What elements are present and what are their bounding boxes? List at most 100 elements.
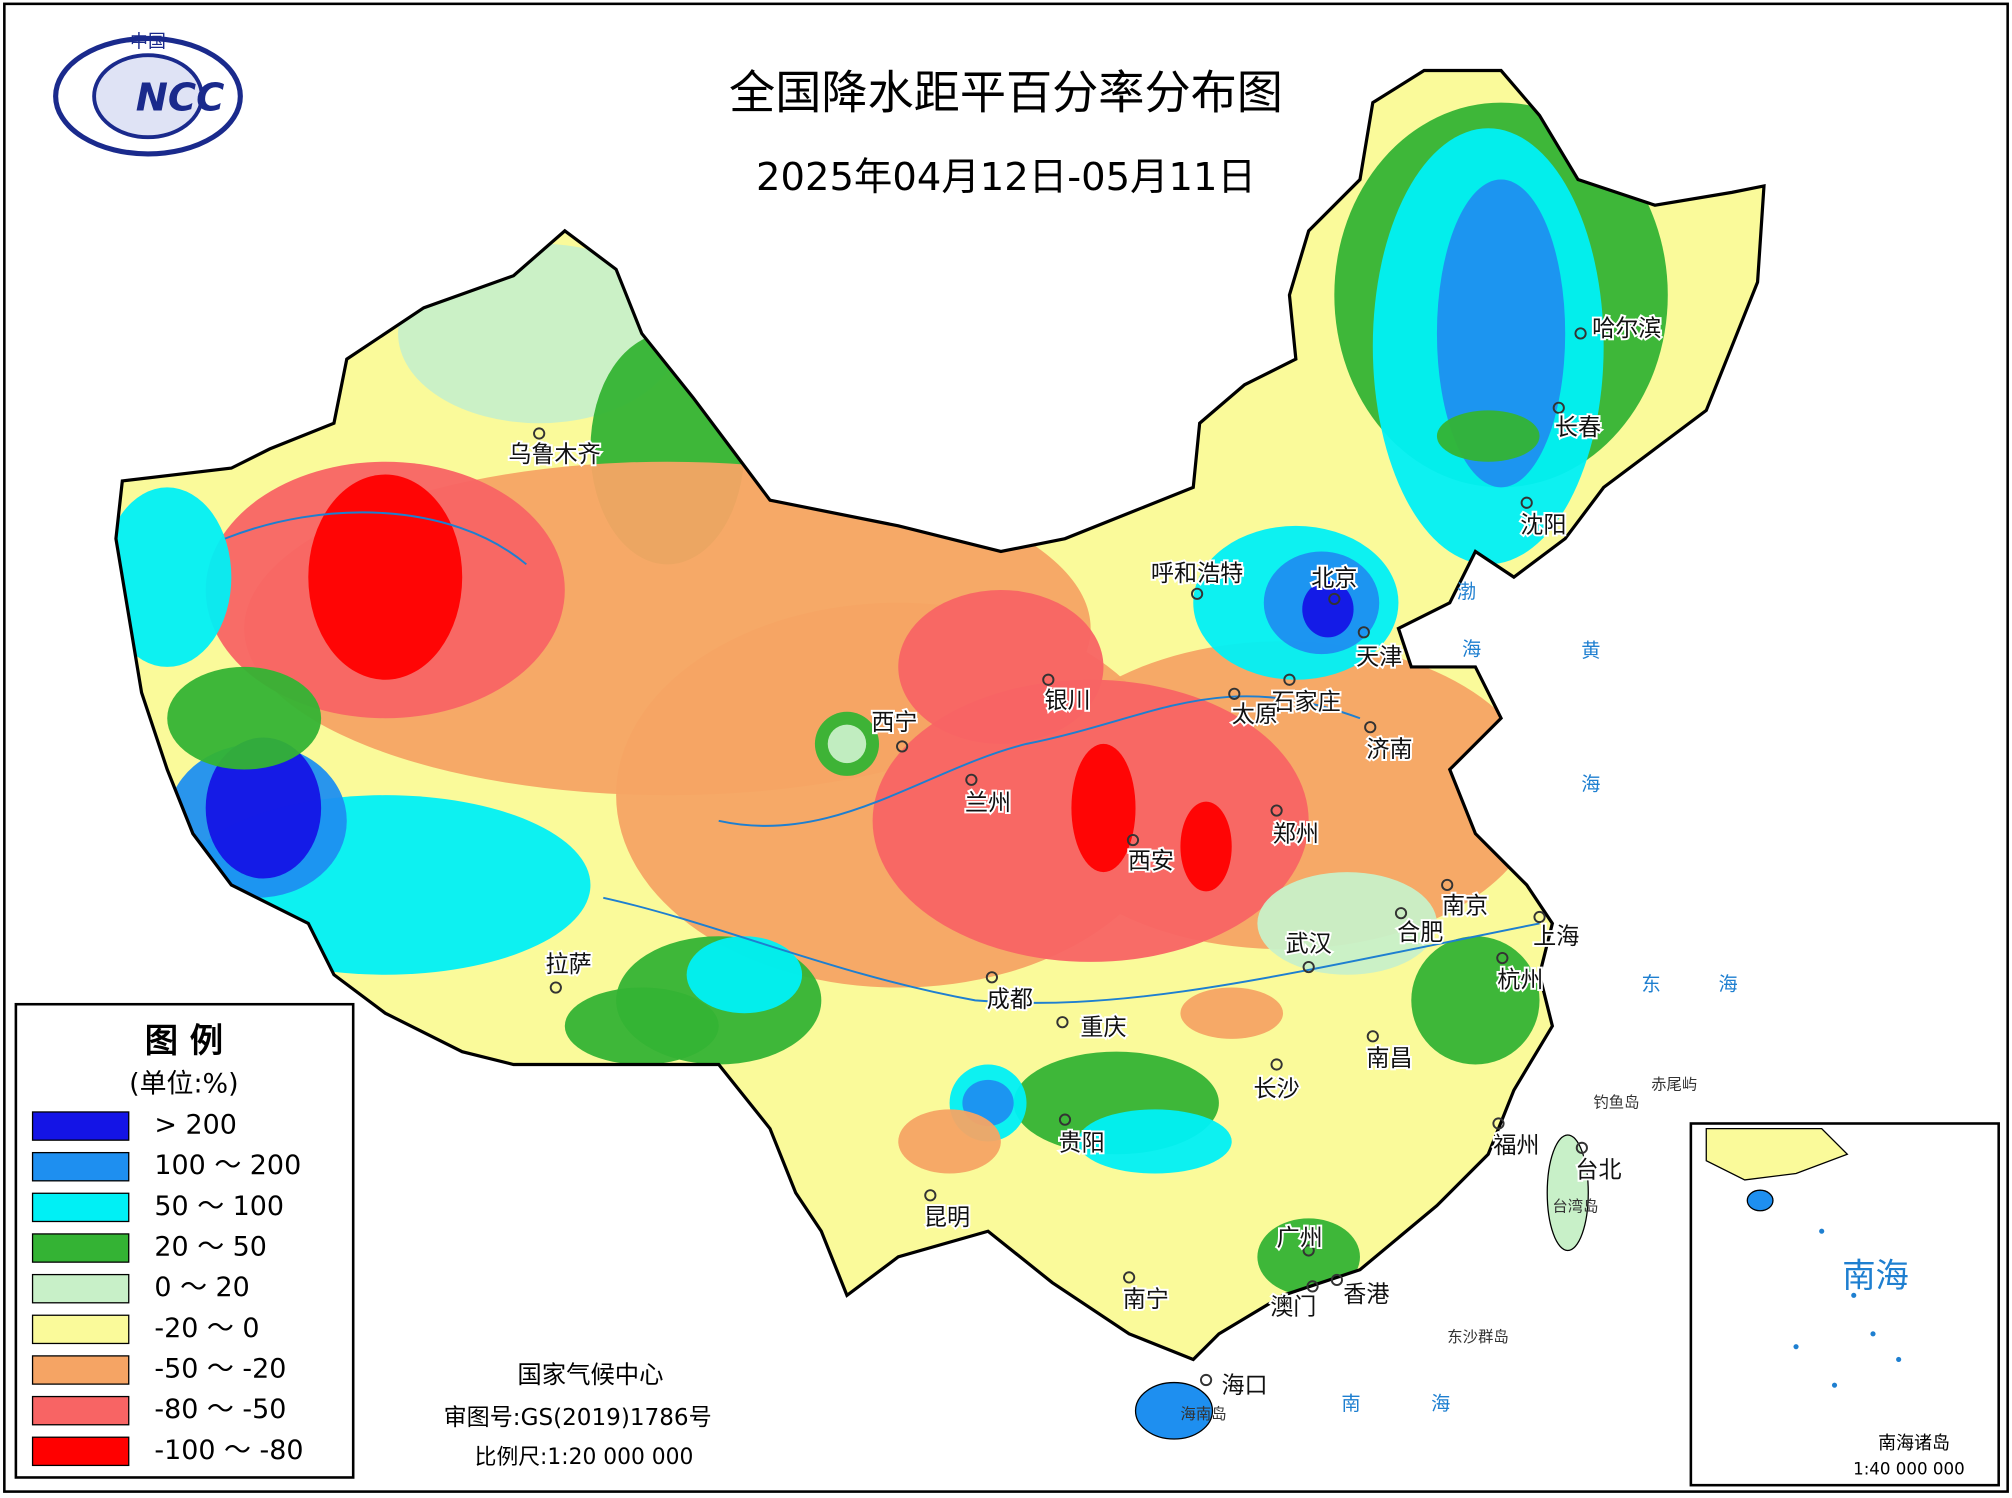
city-label: 拉萨: [546, 952, 592, 978]
city-label: 合肥: [1397, 920, 1443, 946]
precip-zone: [1180, 987, 1284, 1039]
city-marker: [1366, 1030, 1379, 1043]
legend-swatch: [31, 1355, 130, 1385]
footer-scale: 比例尺:1:20 000 000: [475, 1445, 694, 1470]
legend-label: > 200: [154, 1110, 237, 1141]
island-hainan: [1134, 1381, 1214, 1440]
precip-zone: [564, 987, 719, 1065]
city-marker: [1058, 1113, 1072, 1126]
island-label: 东沙群岛: [1447, 1328, 1508, 1346]
city-marker: [1270, 804, 1283, 817]
city-label: 呼和浩特: [1151, 561, 1243, 587]
legend-label: -20 ～ 0: [154, 1313, 259, 1344]
city-marker: [1441, 878, 1454, 892]
island-label: 钓鱼岛: [1593, 1093, 1639, 1111]
inset-scale: 1:40 000 000: [1853, 1459, 1965, 1478]
precip-zone: [308, 474, 463, 680]
precip-zone: [1436, 179, 1566, 488]
city-label: 南昌: [1366, 1046, 1412, 1072]
city-label: 郑州: [1273, 821, 1319, 847]
sea-label: 渤: [1457, 580, 1476, 603]
legend-label: 50 ～ 100: [154, 1191, 284, 1222]
legend-title: 图 例: [145, 1021, 223, 1060]
city-label: 哈尔滨: [1592, 316, 1661, 342]
footer-org: 国家气候中心: [517, 1360, 663, 1389]
precip-zone: [1071, 743, 1136, 873]
legend-swatch: [31, 1192, 130, 1223]
city-marker: [533, 427, 546, 440]
city-label: 太原: [1232, 702, 1278, 728]
city-label: 长沙: [1254, 1077, 1300, 1103]
city-marker: [1042, 673, 1055, 686]
city-label: 石家庄: [1271, 689, 1340, 715]
city-marker: [1328, 592, 1341, 606]
precip-zone: [1180, 801, 1232, 892]
inset-islet: [1870, 1331, 1876, 1337]
city-marker: [1123, 1271, 1136, 1284]
sea-label: 南: [1341, 1392, 1360, 1415]
city-marker: [1302, 960, 1315, 974]
city-label: 昆明: [924, 1205, 970, 1231]
precip-zone: [205, 737, 322, 879]
sea-label: 黄: [1581, 639, 1600, 662]
city-marker: [1126, 833, 1140, 847]
precip-zone: [1302, 580, 1354, 638]
city-marker: [1575, 1141, 1588, 1154]
city-marker: [1357, 626, 1370, 639]
inset-coast: [1705, 1127, 1849, 1181]
inset: 南海 南海诸岛 1:40 000 000: [1689, 1122, 2000, 1487]
precip-zone: [898, 1109, 1001, 1174]
city-marker: [1056, 1016, 1069, 1029]
city-label: 北京: [1311, 566, 1357, 592]
logo: 中国 NCC: [53, 31, 243, 157]
city-label: 兰州: [965, 791, 1011, 817]
island-label: 赤尾屿: [1651, 1076, 1697, 1094]
city-label: 银川: [1044, 688, 1090, 714]
logo-globe: [92, 53, 204, 140]
city-marker: [924, 1189, 937, 1202]
city-label: 香港: [1343, 1282, 1389, 1308]
logo-ring: [53, 35, 243, 157]
city-label: 南京: [1442, 893, 1488, 919]
city-marker: [1496, 951, 1509, 965]
inset-title: 南海诸岛: [1878, 1433, 1950, 1454]
blobs: [115, 102, 1668, 1296]
city-label: 海口: [1221, 1373, 1267, 1399]
island-label: 海南岛: [1180, 1405, 1226, 1423]
city-marker: [1492, 1117, 1505, 1130]
city-marker: [1270, 1058, 1283, 1071]
legend-swatch: [31, 1151, 130, 1182]
inset-islet: [1819, 1228, 1825, 1234]
precip-zone: [1077, 1109, 1232, 1174]
city-marker: [1574, 327, 1587, 340]
title: 全国降水距平百分率分布图: [729, 66, 1283, 120]
precip-zone: [1436, 410, 1540, 462]
sea-label: 海: [1718, 972, 1737, 995]
city-label: 天津: [1356, 644, 1402, 670]
river: [224, 511, 1361, 827]
island-label: 台湾岛: [1552, 1197, 1598, 1215]
city-marker: [549, 981, 562, 994]
legend-label: -100 ～ -80: [154, 1435, 303, 1466]
legend-label: 0 ～ 20: [154, 1272, 249, 1303]
city-marker: [1533, 910, 1546, 924]
city-marker: [896, 740, 909, 753]
precip-zone: [1257, 872, 1437, 975]
city-label: 长春: [1555, 415, 1601, 441]
legend-label: -50 ～ -20: [154, 1354, 286, 1385]
city-label: 西宁: [871, 710, 917, 736]
city-label: 济南: [1366, 737, 1412, 763]
legend-label: 100 ～ 200: [154, 1150, 301, 1181]
city-marker: [1394, 907, 1408, 920]
city-marker: [965, 773, 978, 786]
precip-zone: [898, 589, 1104, 744]
city-marker: [1364, 721, 1377, 734]
sea-label: 海: [1431, 1392, 1450, 1415]
inset-sea: 南海: [1842, 1256, 1909, 1295]
city-label: 成都: [987, 987, 1033, 1013]
logo-mark: NCC: [136, 76, 225, 121]
city-marker: [1330, 1273, 1343, 1287]
city-label: 西安: [1128, 848, 1174, 874]
precip-zone: [167, 666, 322, 770]
